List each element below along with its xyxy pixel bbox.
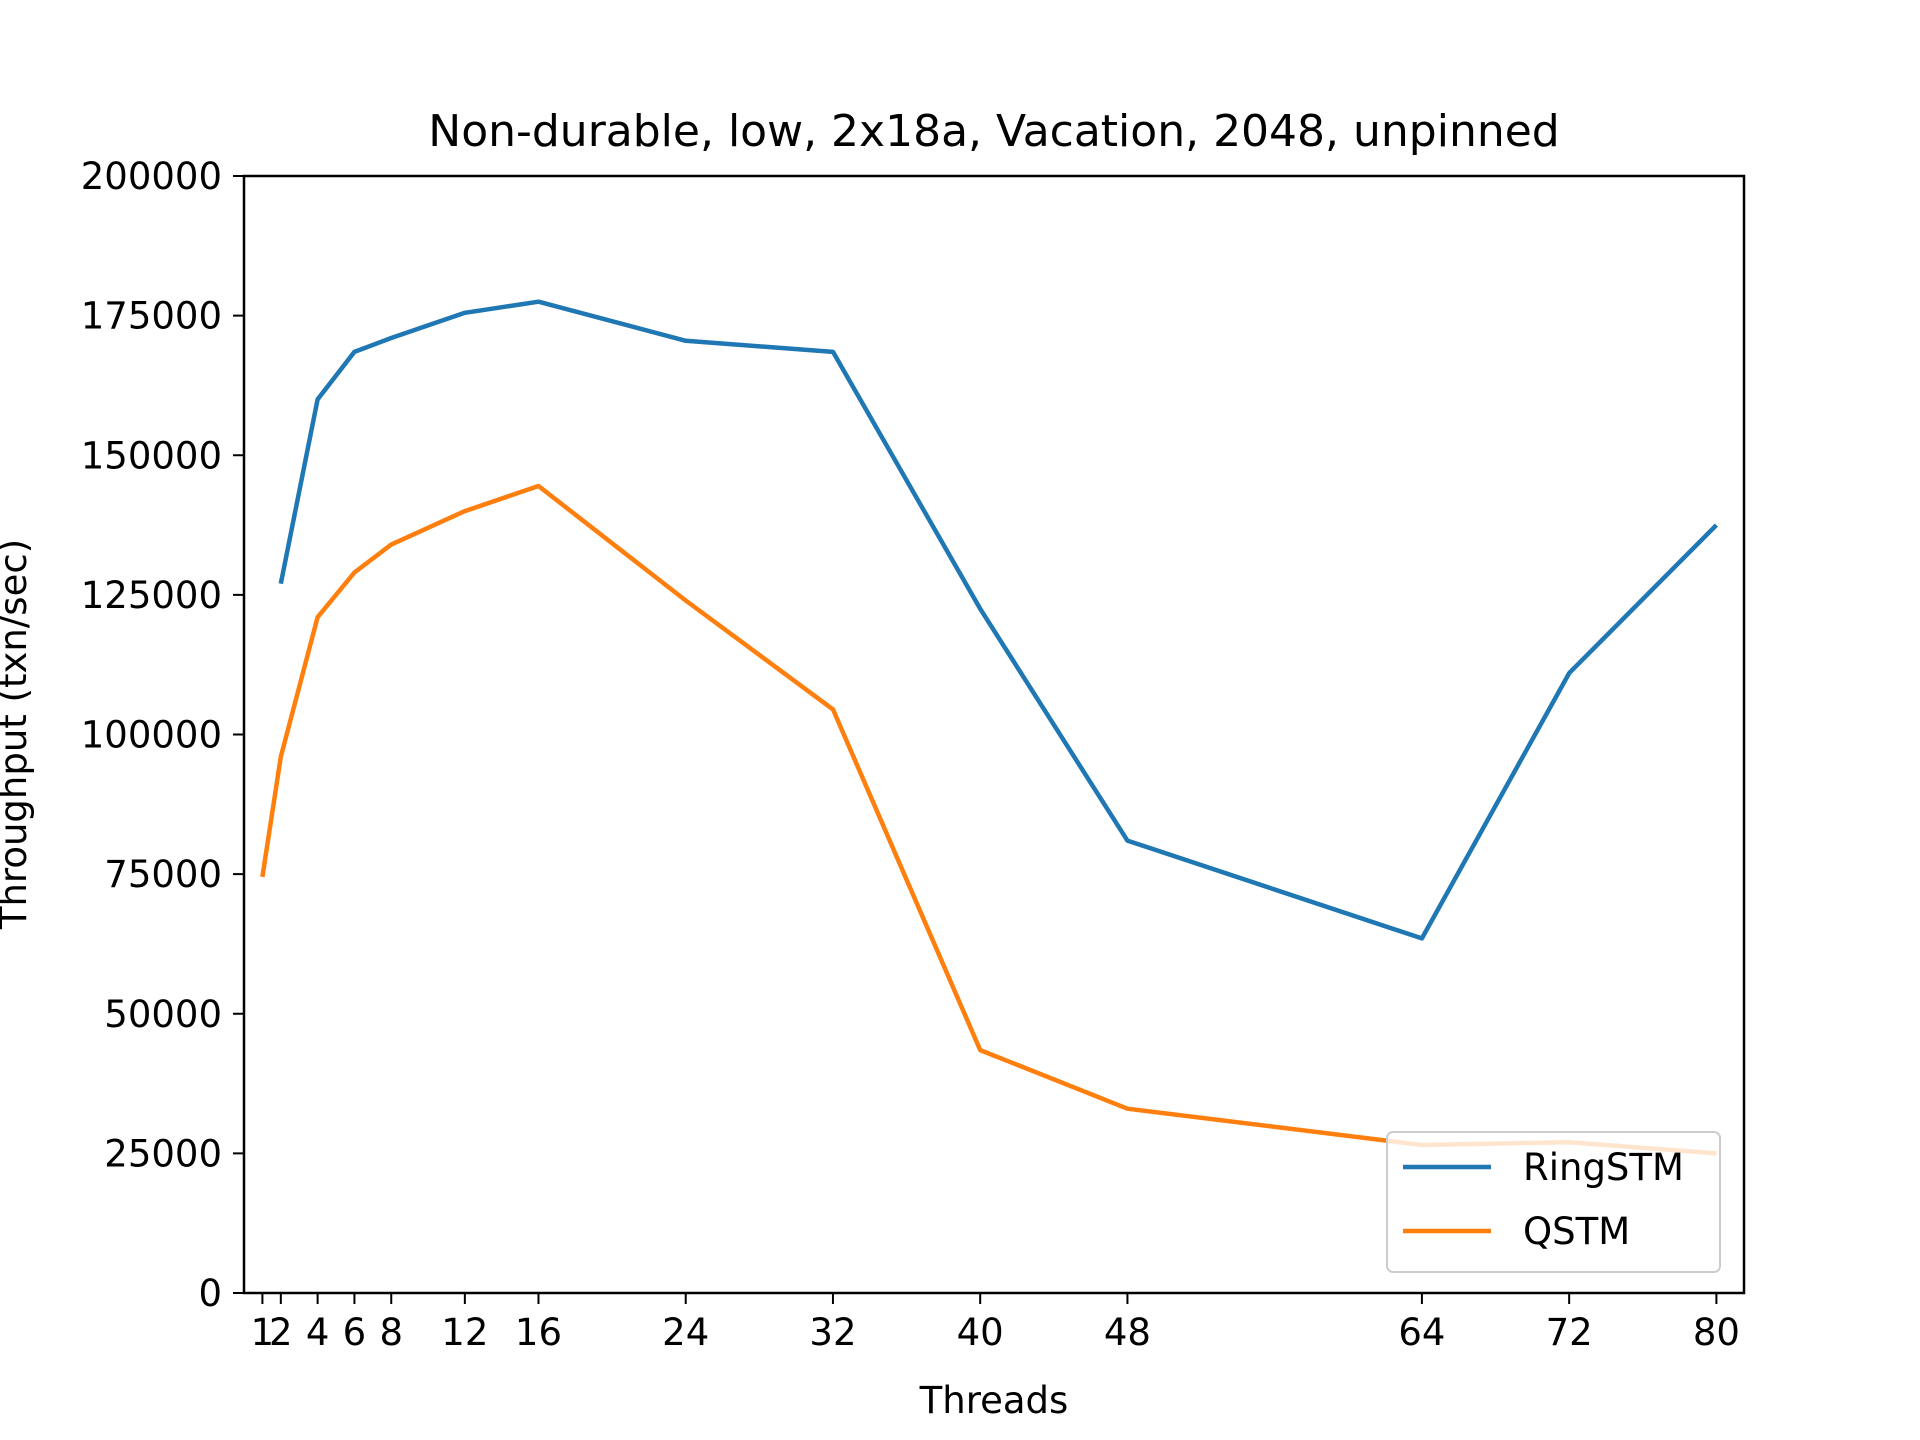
y-tick-label: 125000 bbox=[81, 574, 222, 617]
y-tick-label: 75000 bbox=[104, 853, 222, 896]
x-tick-label: 40 bbox=[957, 1311, 1004, 1354]
y-tick-label: 25000 bbox=[104, 1132, 222, 1175]
x-tick-label: 2 bbox=[269, 1311, 293, 1354]
x-tick-label: 48 bbox=[1104, 1311, 1151, 1354]
x-tick-label: 80 bbox=[1693, 1311, 1740, 1354]
legend-label-ringstm: RingSTM bbox=[1523, 1146, 1684, 1189]
x-axis-ticks: 12 4 6 8 12 16 24 32 40 48 64 72 80 bbox=[251, 1293, 1740, 1354]
x-tick-label: 4 bbox=[306, 1311, 330, 1354]
x-axis-title: Threads bbox=[919, 1379, 1069, 1422]
y-tick-label: 0 bbox=[198, 1272, 222, 1315]
series-layer bbox=[260, 299, 1718, 1156]
legend-label-qstm: QSTM bbox=[1523, 1210, 1630, 1253]
x-tick-label: 24 bbox=[662, 1311, 709, 1354]
y-axis-ticks: 0 25000 50000 75000 100000 125000 150000 175000… bbox=[81, 155, 244, 1315]
x-tick-label: 72 bbox=[1546, 1311, 1593, 1354]
y-tick-label: 150000 bbox=[81, 434, 222, 477]
series-line-qstm bbox=[260, 483, 1717, 1156]
y-tick-label: 100000 bbox=[81, 714, 222, 757]
x-tick-label: 6 bbox=[343, 1311, 367, 1354]
x-tick-label: 64 bbox=[1398, 1311, 1445, 1354]
y-tick-label: 200000 bbox=[81, 155, 222, 198]
x-tick-label: 8 bbox=[379, 1311, 403, 1354]
x-tick-label: 12 bbox=[441, 1311, 488, 1354]
x-tick-label: 16 bbox=[515, 1311, 562, 1354]
y-tick-label: 175000 bbox=[81, 295, 222, 338]
y-axis-title: Throughput (txn/sec) bbox=[0, 539, 35, 930]
x-tick-label: 1 bbox=[251, 1311, 275, 1354]
y-tick-label: 50000 bbox=[104, 993, 222, 1036]
x-tick-label: 32 bbox=[809, 1311, 856, 1354]
legend: RingSTM QSTM bbox=[1386, 1131, 1721, 1273]
chart-title: Non-durable, low, 2x18a, Vacation, 2048,… bbox=[428, 106, 1559, 157]
